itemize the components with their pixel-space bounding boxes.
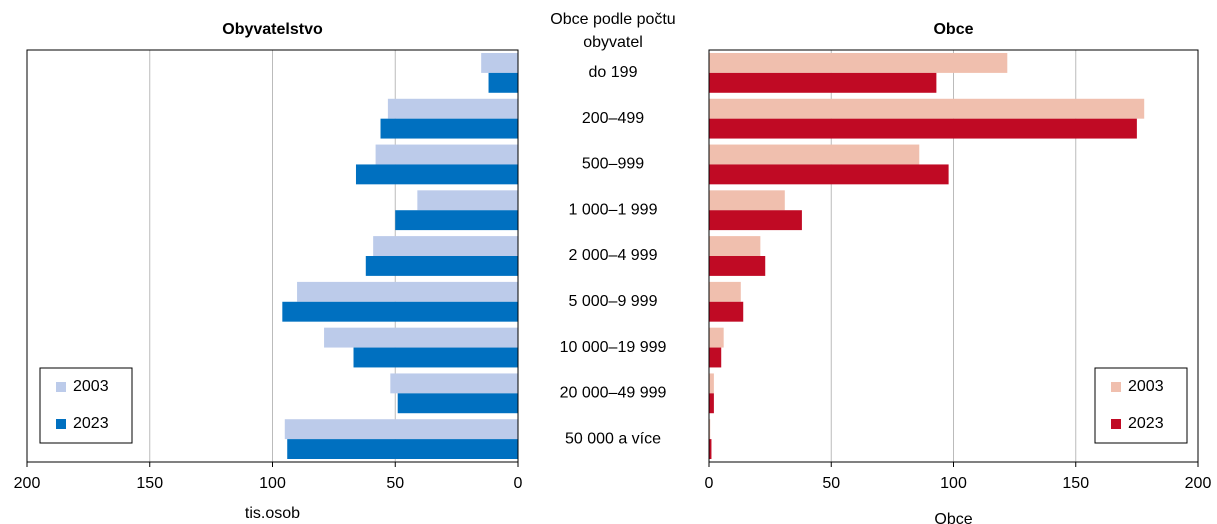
legend-label: 2003	[1128, 378, 1164, 395]
legend-label: 2023	[1128, 415, 1164, 432]
category-label: 2 000–4 999	[569, 247, 658, 264]
bar	[709, 373, 714, 394]
bar	[397, 393, 518, 414]
bar	[417, 190, 518, 211]
bar	[387, 98, 518, 119]
bar	[282, 301, 518, 322]
bar	[709, 210, 802, 231]
category-label: 500–999	[582, 156, 644, 173]
x-axis-label: tis.osob	[245, 505, 300, 522]
bar	[284, 419, 518, 440]
bar	[481, 53, 518, 73]
legend-swatch	[56, 382, 66, 392]
legend-swatch	[1111, 419, 1121, 429]
bar	[709, 53, 1008, 73]
bar	[287, 439, 518, 459]
legend	[39, 367, 133, 444]
category-label: 1 000–1 999	[569, 201, 658, 218]
legend-swatch	[56, 419, 66, 429]
category-label: 10 000–19 999	[560, 339, 667, 356]
bar	[709, 118, 1137, 139]
bar	[709, 347, 722, 368]
legend-label: 2023	[73, 415, 109, 432]
bar	[324, 327, 518, 348]
bar	[709, 236, 761, 256]
legend-label: 2003	[73, 378, 109, 395]
bar	[709, 301, 744, 322]
x-tick-label: 100	[259, 475, 286, 492]
plot-border	[708, 49, 1199, 463]
bar	[375, 144, 518, 165]
x-tick-label: 50	[822, 475, 840, 492]
bar	[709, 419, 711, 440]
category-label: do 199	[589, 64, 638, 81]
bar	[709, 72, 937, 93]
x-axis-label: Obce	[934, 511, 972, 524]
x-tick-label: 0	[705, 475, 714, 492]
category-title: Obce podle počtu obyvatel	[550, 11, 676, 51]
bar	[709, 439, 712, 459]
category-label: 50 000 a více	[565, 430, 661, 447]
category-label: 200–499	[582, 110, 644, 127]
bar	[395, 210, 518, 231]
x-tick-label: 100	[940, 475, 967, 492]
bar	[709, 327, 724, 348]
category-label: 5 000–9 999	[569, 293, 658, 310]
bar	[709, 190, 785, 211]
chart-title: Obyvatelstvo	[222, 21, 323, 38]
bar	[709, 98, 1145, 119]
x-tick-label: 200	[1185, 475, 1212, 492]
chart-title: Obce	[933, 21, 973, 38]
legend	[1094, 367, 1188, 444]
x-tick-label: 50	[386, 475, 404, 492]
bar	[709, 281, 741, 302]
bar	[709, 393, 714, 414]
bar	[488, 72, 518, 93]
x-tick-label: 150	[1062, 475, 1089, 492]
legend-swatch	[1111, 382, 1121, 392]
bar	[380, 118, 518, 139]
bar	[709, 144, 920, 165]
x-tick-label: 150	[136, 475, 163, 492]
bar	[355, 164, 518, 185]
bar	[365, 256, 518, 276]
x-tick-label: 0	[514, 475, 523, 492]
bar	[373, 236, 518, 256]
bar	[709, 256, 766, 276]
bar	[353, 347, 518, 368]
category-label: 20 000–49 999	[560, 385, 667, 402]
bar	[709, 164, 949, 185]
x-tick-label: 200	[14, 475, 41, 492]
plot-border	[26, 49, 519, 463]
bar	[297, 281, 518, 302]
bar	[390, 373, 518, 394]
